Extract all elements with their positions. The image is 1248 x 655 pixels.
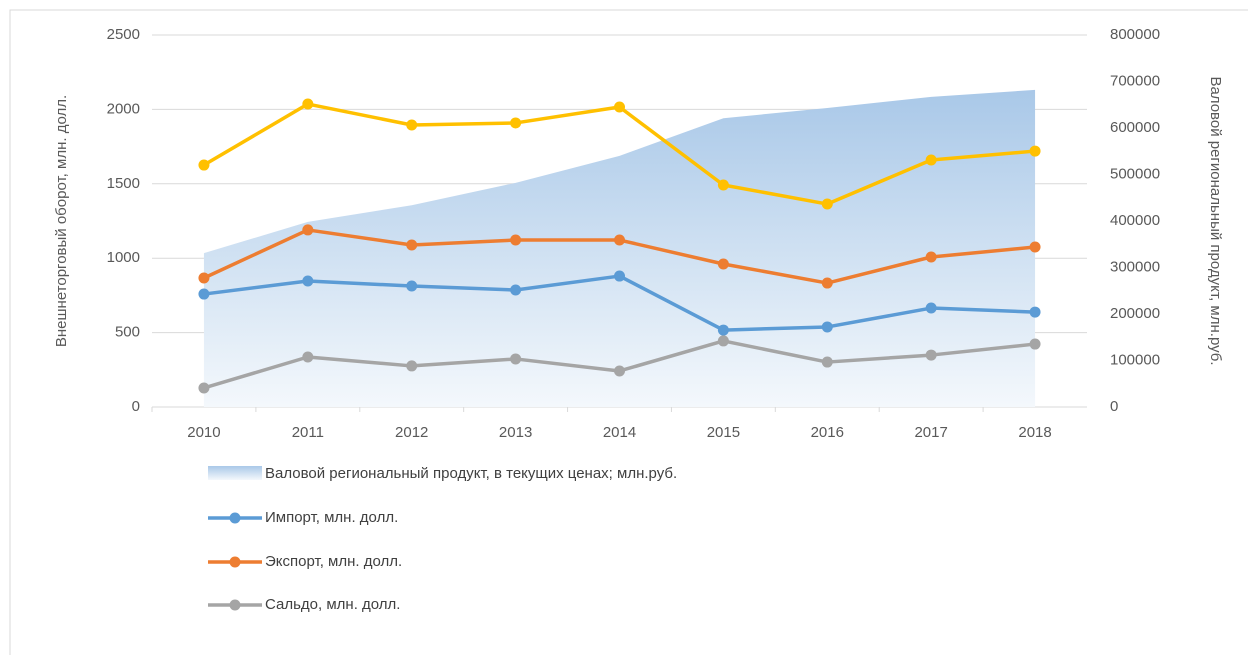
marker (198, 159, 210, 171)
marker (406, 239, 418, 251)
y2-tick-label: 300000 (1110, 258, 1160, 275)
legend-label: Импорт, млн. долл. (265, 509, 399, 526)
marker (198, 272, 210, 284)
y2-tick-label: 0 (1110, 398, 1118, 415)
y-tick-label: 1500 (107, 175, 140, 192)
marker (614, 101, 625, 113)
x-tick-label: 2017 (914, 424, 947, 441)
marker (406, 119, 418, 131)
y-tick-label: 2500 (107, 26, 140, 43)
y-tick-label: 2000 (107, 100, 140, 117)
y2-tick-label: 600000 (1110, 119, 1160, 136)
marker (925, 154, 937, 166)
legend-marker (229, 512, 241, 524)
marker (925, 302, 937, 314)
x-tick-label: 2011 (292, 424, 324, 441)
marker (821, 198, 833, 210)
marker (302, 98, 314, 110)
marker (614, 270, 625, 282)
marker (717, 258, 729, 270)
y-axis-label: Внешнеторговый оборот, млн. долл. (53, 95, 70, 347)
y2-axis-label: Валовой региональный продукт, млн.руб. (1207, 76, 1224, 365)
y2-tick-label: 100000 (1110, 351, 1160, 368)
y2-tick-label: 400000 (1110, 212, 1160, 229)
legend-swatch (208, 466, 262, 480)
marker (302, 351, 314, 363)
x-tick-label: 2010 (187, 424, 220, 441)
legend-label: Сальдо, млн. долл. (265, 596, 401, 613)
marker (717, 179, 729, 191)
marker (198, 382, 210, 394)
marker (510, 353, 522, 365)
x-tick-label: 2016 (811, 424, 844, 441)
frame (9, 9, 1248, 655)
marker (1029, 338, 1041, 350)
marker (821, 321, 833, 333)
marker (717, 335, 729, 347)
marker (1029, 241, 1041, 253)
marker (510, 117, 522, 129)
y-tick-label: 500 (115, 324, 140, 341)
marker (717, 324, 729, 336)
marker (821, 356, 833, 368)
marker (198, 288, 210, 300)
marker (925, 349, 937, 361)
legend-label: Экспорт, млн. долл. (265, 553, 403, 570)
y2-tick-label: 800000 (1110, 26, 1160, 43)
marker (925, 251, 937, 263)
y2-tick-label: 500000 (1110, 165, 1160, 182)
marker (510, 234, 522, 246)
y-tick-label: 1000 (107, 249, 140, 266)
x-tick-label: 2015 (707, 424, 740, 441)
marker (821, 277, 833, 289)
marker (302, 275, 314, 287)
x-tick-label: 2018 (1018, 424, 1051, 441)
x-tick-label: 2013 (499, 424, 532, 441)
marker (614, 234, 625, 246)
marker (1029, 145, 1041, 157)
x-tick-label: 2012 (395, 424, 428, 441)
legend-marker (229, 599, 241, 611)
x-tick-label: 2014 (603, 424, 636, 441)
legend-label: Валовой региональный продукт, в текущих … (265, 465, 678, 482)
y-tick-label: 0 (132, 398, 140, 415)
marker (406, 280, 418, 292)
marker (510, 284, 522, 296)
marker (1029, 306, 1041, 318)
y2-tick-label: 700000 (1110, 72, 1160, 89)
marker (302, 224, 314, 236)
y2-tick-label: 200000 (1110, 305, 1160, 322)
legend-marker (229, 556, 241, 568)
marker (406, 360, 418, 372)
marker (614, 365, 625, 377)
